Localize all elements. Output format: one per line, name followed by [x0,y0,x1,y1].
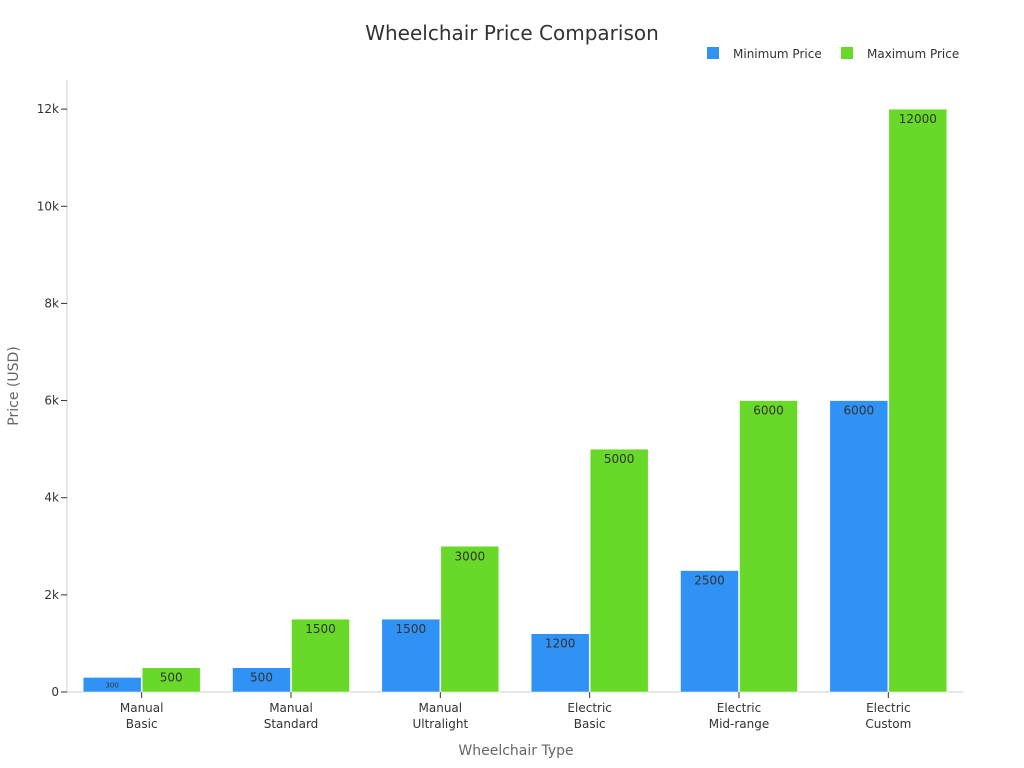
legend-swatch [707,47,719,59]
x-tick-label-line: Ultralight [412,717,468,731]
bar-labels: 300 500 500 1500 1500 3000 1200 5000 2500 6000 600… [105,112,936,690]
bar-value-label: 5000 [604,452,635,466]
bar-value-label: 1500 [396,622,427,636]
y-tick-label: 12k [37,102,59,116]
x-tick-label-line: Basic [126,717,158,731]
x-tick-label: Manual Standard [264,701,319,731]
bar-value-label: 12000 [899,112,937,126]
bar-value-label: 1200 [545,637,576,651]
bar [530,633,590,693]
x-tick-label: Manual Basic [120,701,164,731]
x-tick-label-line: Basic [574,717,606,731]
chart-title: Wheelchair Price Comparison [365,21,659,45]
bar [680,570,739,693]
y-tick-label: 2k [44,588,59,602]
bar-value-label: 6000 [844,404,875,418]
x-tick-label-line: Standard [264,717,319,731]
bar [232,667,291,693]
y-tick-label: 10k [37,199,59,213]
x-tick-label: Electric Mid-range [709,701,770,731]
x-tick-label-line: Manual [419,701,463,715]
bar [589,448,649,693]
y-tick-label: 4k [44,491,59,505]
x-axis-title: Wheelchair Type [458,743,573,759]
x-tick-label-line: Manual [120,701,164,715]
bar [440,546,500,693]
bar [291,618,350,693]
y-tick-label: 0 [51,685,59,699]
bar [739,400,798,693]
bar-value-label: 3000 [455,549,486,563]
legend-label: Minimum Price [733,47,822,61]
bar-value-label: 6000 [753,404,784,418]
bar [888,108,948,693]
x-tick-label: Electric Custom [865,701,911,731]
bar-value-label: 2500 [694,574,725,588]
x-tick-label: Manual Ultralight [412,701,468,731]
x-tick-label-line: Electric [717,701,761,715]
x-tick-label-line: Electric [567,701,611,715]
bar [829,400,889,693]
legend-swatch [841,47,853,59]
x-tick-label-line: Manual [269,701,313,715]
x-axis: Manual Basic Manual Standard Manual Ultraligh… [67,691,963,731]
y-tick-label: 6k [44,394,59,408]
x-tick-label: Electric Basic [567,701,611,731]
legend-label: Maximum Price [867,47,959,61]
bar [82,677,142,693]
y-axis-title: Price (USD) [6,346,22,425]
y-axis: 0 2k 4k 6k 8k 10k 12k [37,80,68,699]
bar-value-label: 500 [250,671,273,685]
legend: Minimum Price Maximum Price [707,47,959,61]
y-tick-label: 8k [44,296,59,310]
x-tick-label-line: Custom [865,717,911,731]
x-tick-label-line: Electric [866,701,910,715]
bar-value-label: 1500 [305,622,336,636]
bars [82,108,948,693]
bar-value-label: 300 [105,682,118,690]
x-tick-label-line: Mid-range [709,717,770,731]
bar [141,667,201,693]
bar [381,618,441,693]
bar-value-label: 500 [160,671,183,685]
